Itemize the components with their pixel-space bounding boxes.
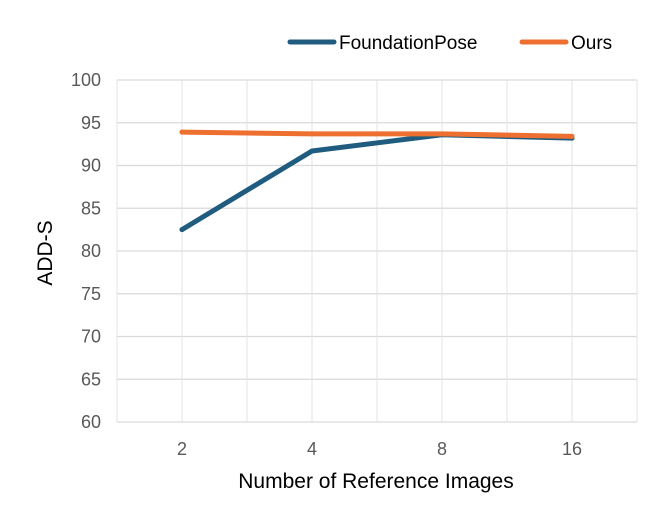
- y-tick-label: 85: [81, 198, 101, 218]
- legend-label: FoundationPose: [339, 33, 477, 54]
- x-tick-label: 8: [437, 439, 447, 459]
- x-tick-label: 16: [562, 439, 582, 459]
- x-tick-labels: 2 4 8 16: [177, 439, 582, 459]
- x-tick-label: 2: [177, 439, 187, 459]
- y-tick-label: 60: [81, 412, 101, 432]
- data-point: [309, 148, 315, 154]
- y-tick-label: 95: [81, 113, 101, 133]
- y-axis-title: ADD-S: [34, 220, 57, 285]
- x-axis-title: Number of Reference Images: [238, 470, 513, 493]
- y-tick-label: 65: [81, 369, 101, 389]
- y-tick-label: 70: [81, 327, 101, 347]
- data-point: [309, 131, 315, 137]
- series-line-ours: [179, 129, 575, 139]
- y-tick-label: 90: [81, 156, 101, 176]
- legend: FoundationPose Ours: [287, 33, 612, 54]
- grid: [116, 79, 638, 423]
- data-point: [569, 133, 575, 139]
- y-tick-label: 100: [71, 70, 101, 90]
- data-point: [439, 131, 445, 137]
- y-tick-label: 75: [81, 284, 101, 304]
- data-point: [179, 227, 185, 233]
- legend-label: Ours: [571, 33, 612, 54]
- data-point: [179, 129, 185, 135]
- y-tick-label: 80: [81, 241, 101, 261]
- series-lines: [179, 129, 575, 233]
- y-tick-labels: 60 65 70 75 80 85 90 95 100: [71, 70, 101, 432]
- x-tick-label: 4: [307, 439, 317, 459]
